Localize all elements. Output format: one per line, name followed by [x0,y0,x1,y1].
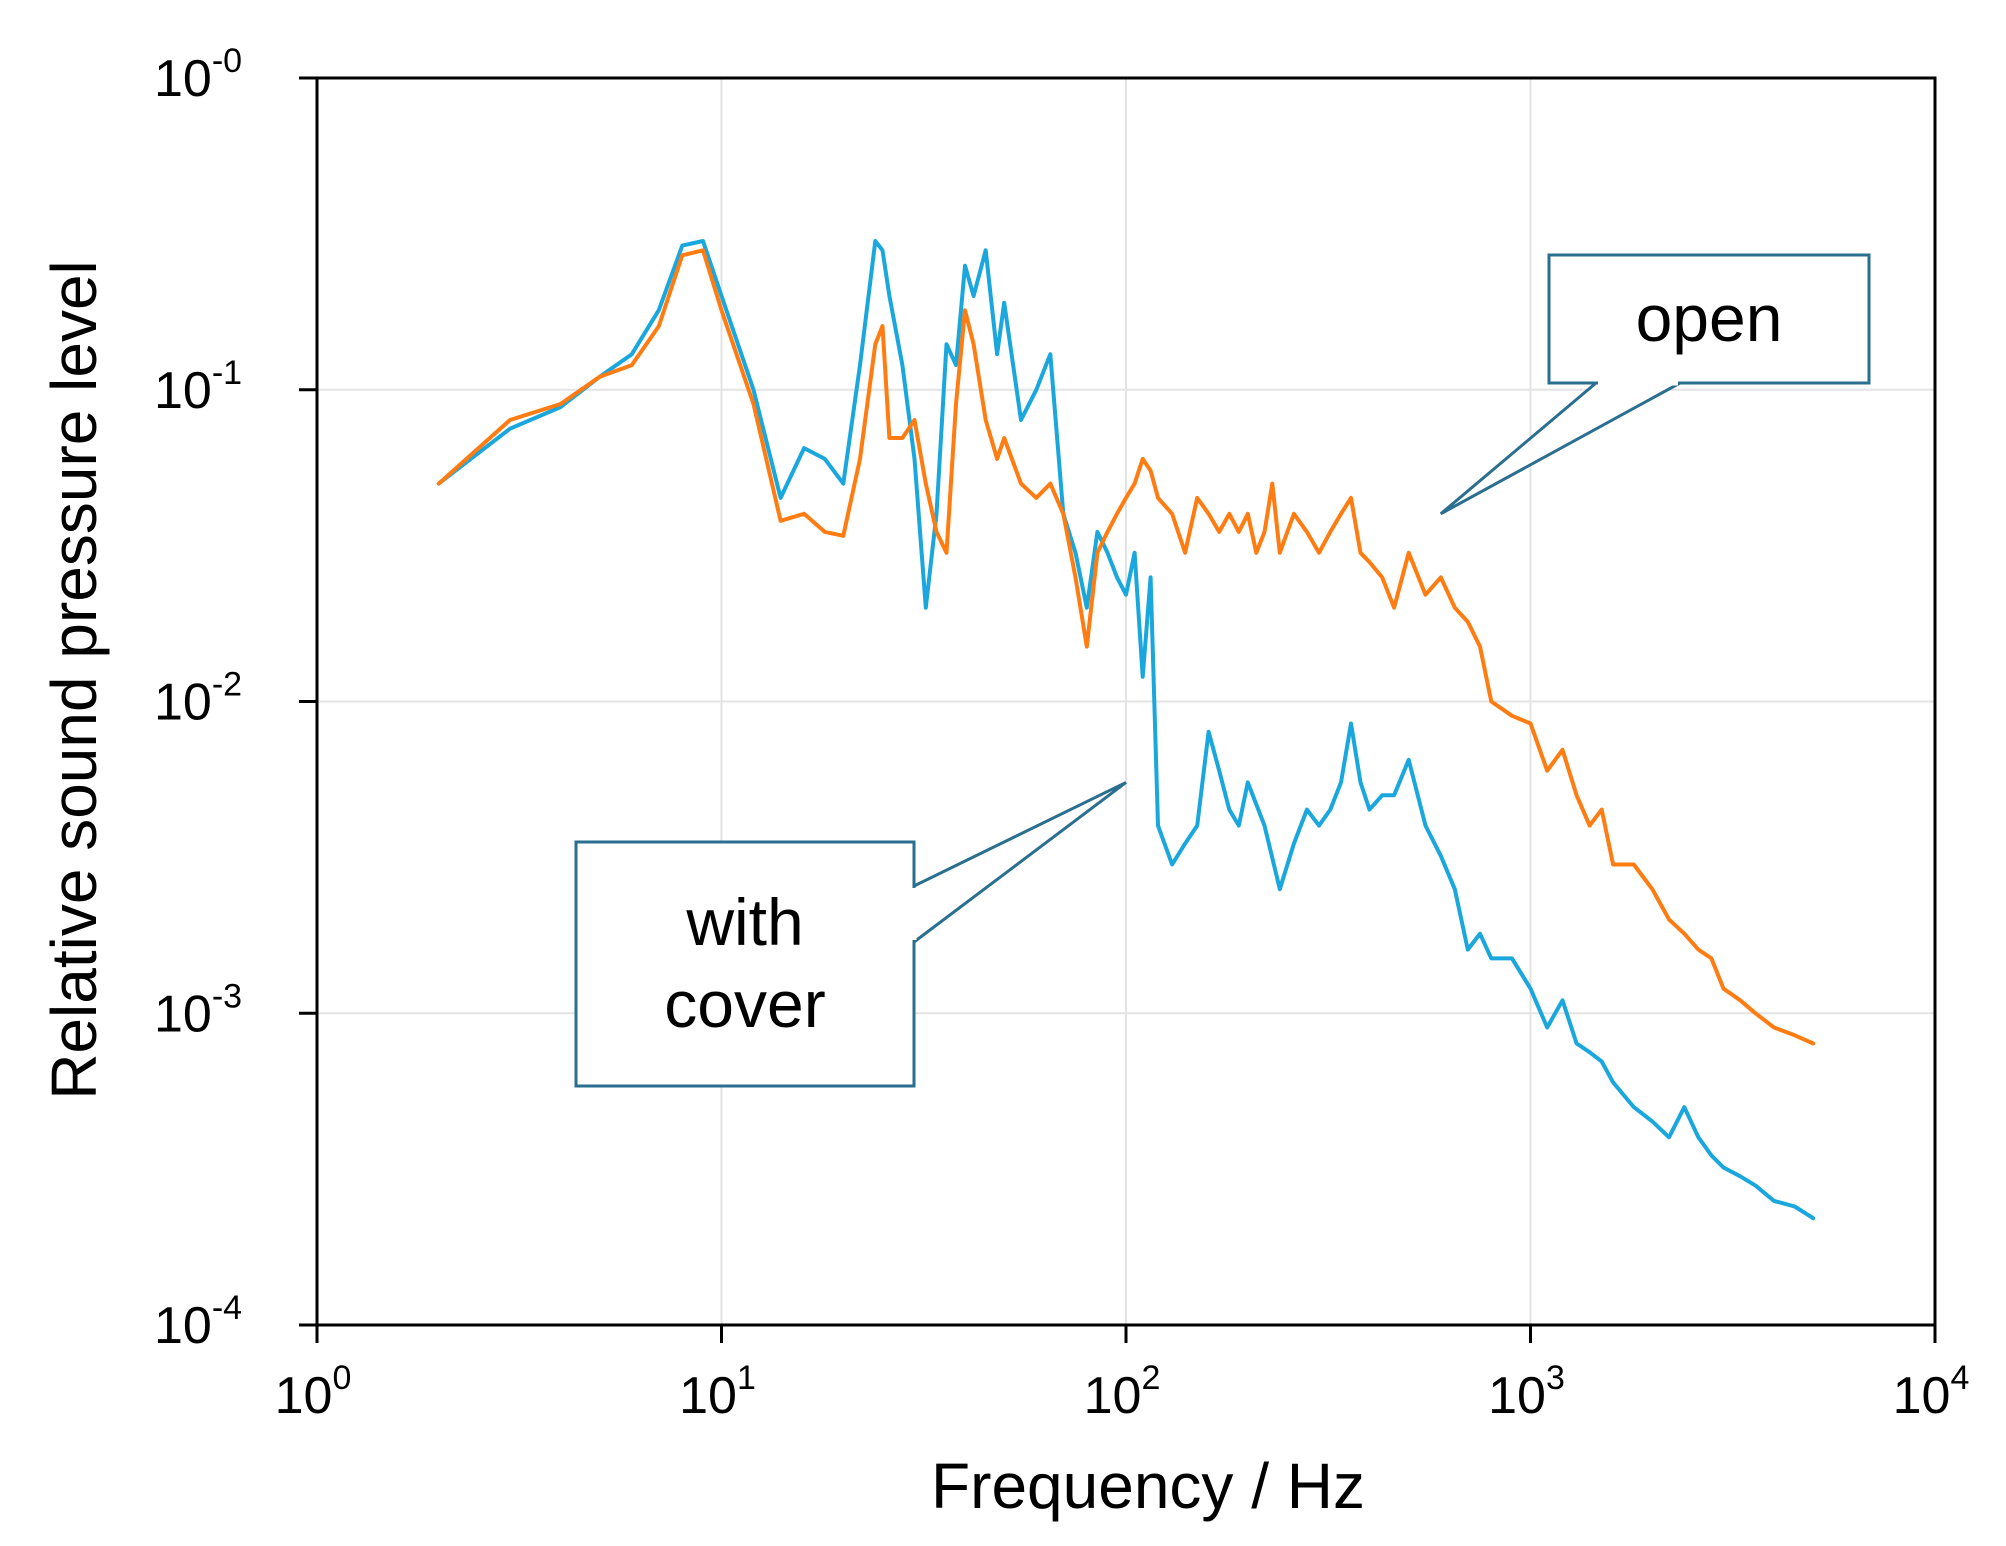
y-tick-exponent: -3 [212,977,242,1015]
y-tick-exponent: -1 [212,354,242,392]
y-tick-base: 10 [154,1297,212,1355]
y-tick-base: 10 [154,674,212,732]
y-tick-base: 10 [154,50,212,108]
y-tick-label: 10-3 [154,977,242,1043]
callout-box [574,840,916,1088]
callout-text-line: with [685,885,803,959]
x-tick-label: 104 [1893,1359,1970,1425]
callout-text-line: open [1636,281,1783,355]
x-tick-base: 10 [1084,1367,1142,1425]
callout-box [1547,253,1871,385]
callout-text-line: cover [664,967,825,1041]
x-axis-title: Frequency / Hz [931,1450,1365,1522]
x-tick-exponent: 0 [332,1359,351,1397]
y-tick-exponent: -0 [212,42,242,80]
y-tick-label: 10-1 [154,354,242,420]
x-tick-exponent: 1 [737,1359,756,1397]
series-layer [436,239,1816,1221]
x-tick-label: 100 [275,1359,352,1425]
x-tick-label: 101 [679,1359,756,1425]
y-tick-label: 10-2 [154,666,242,732]
x-tick-base: 10 [275,1367,333,1425]
x-tick-base: 10 [679,1367,737,1425]
callout-with-cover: with cover [574,781,1127,1088]
callouts-layer: open with cover [574,253,1871,1088]
x-tick-label: 103 [1488,1359,1565,1425]
y-tick-label: 10-0 [154,42,242,108]
y-axis-title: Relative sound pressure level [38,260,110,1100]
y-tick-exponent: -4 [212,1289,242,1327]
callout-open: open [1439,253,1871,516]
x-tick-label: 102 [1084,1359,1161,1425]
x-tick-exponent: 2 [1141,1359,1160,1397]
y-tick-exponent: -2 [212,666,242,704]
y-tick-base: 10 [154,985,212,1043]
series-line-open [436,248,1816,1046]
callout-pointer [913,781,1127,944]
x-tick-base: 10 [1893,1367,1951,1425]
x-tick-exponent: 3 [1546,1359,1565,1397]
series-line-with-cover [436,239,1816,1221]
y-tick-base: 10 [154,362,212,420]
x-tick-exponent: 4 [1950,1359,1969,1397]
y-tick-label: 10-4 [154,1289,242,1355]
callout-pointer [1439,381,1681,516]
x-tick-base: 10 [1488,1367,1546,1425]
